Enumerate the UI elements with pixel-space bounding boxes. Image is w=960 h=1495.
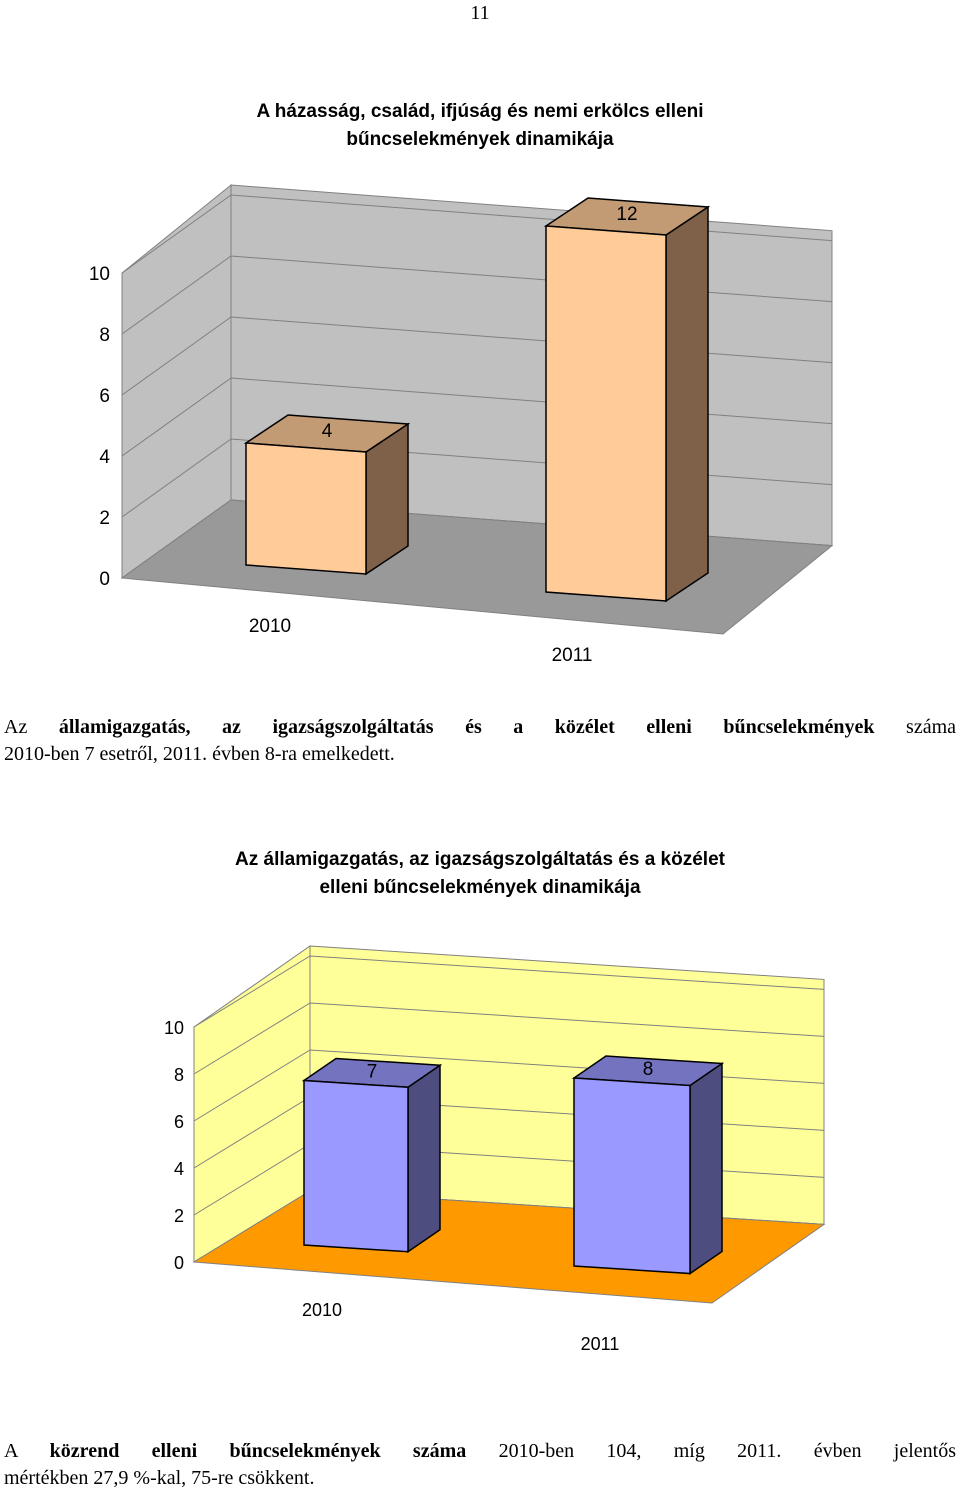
paragraph-2-lead: A: [4, 1440, 18, 1462]
paragraph-1-rest: száma: [906, 716, 957, 738]
page-number: 11: [470, 2, 490, 24]
chart1-plot: 0 2 4 6 8 10 4 2010 12 2011: [89, 183, 834, 666]
chart1-title-line1: A házasság, család, ifjúság és nemi erkö…: [256, 101, 704, 122]
chart1-x-tick-label: 2010: [249, 616, 291, 637]
chart2-y-tick-label: 10: [164, 1018, 184, 1038]
chart2-y-tick-label: 0: [174, 1253, 184, 1273]
chart1-x-tick-label: 2011: [552, 645, 593, 666]
chart2-y-tick-label: 8: [174, 1065, 184, 1085]
paragraph-1-line1: Az államigazgatás, az igazságszolgáltatá…: [4, 714, 956, 741]
chart1-title: A házasság, család, ifjúság és nemi erkö…: [0, 98, 960, 154]
chart2-bar: [303, 1079, 409, 1253]
chart1-y-tick-label: 0: [99, 569, 110, 590]
chart1-y-tick-label: 2: [99, 508, 110, 529]
chart1-bar-side: [665, 205, 709, 603]
chart2-plot: 0 2 4 6 8 10 7 2010 8 2011: [164, 945, 826, 1354]
chart2-y-tick-label: 2: [174, 1206, 184, 1226]
chart1-title-line2: bűncselekmények dinamikája: [346, 129, 614, 150]
chart1-y-tick-label: 8: [99, 325, 110, 346]
chart1-bar: [245, 442, 367, 575]
chart2-y-tick-label: 6: [174, 1112, 184, 1132]
chart2-bar-side: [407, 1063, 441, 1254]
paragraph-1: Az államigazgatás, az igazságszolgáltatá…: [4, 714, 956, 768]
paragraph-2-rest: 2010-ben 104, míg 2011. évben jelentős: [498, 1440, 957, 1462]
chart1-data-label: 12: [616, 204, 637, 225]
paragraph-2-line1: A közrend elleni bűncselekmények száma 2…: [4, 1438, 956, 1465]
chart2-data-label: 7: [367, 1062, 378, 1083]
chart2-title-line1: Az államigazgatás, az igazságszolgáltatá…: [235, 849, 725, 870]
chart2-title-line2: elleni bűncselekmények dinamikája: [319, 877, 641, 898]
paragraph-1-line2: 2010-ben 7 esetről, 2011. évben 8-ra eme…: [4, 743, 395, 765]
chart2-y-tick-label: 4: [174, 1159, 184, 1179]
chart1-data-label: 4: [322, 421, 333, 442]
chart1-y-tick-label: 4: [99, 447, 110, 468]
chart1-y-tick-label: 10: [89, 264, 110, 285]
chart2-x-tick-label: 2011: [581, 1334, 620, 1354]
chart2-gridline: [193, 1002, 825, 1075]
chart2-bar-side: [689, 1062, 723, 1275]
chart2-data-label: 8: [643, 1059, 654, 1080]
chart2-bar: [573, 1077, 691, 1275]
chart1-bar: [545, 225, 667, 602]
chart2-x-tick-label: 2010: [302, 1300, 342, 1320]
paragraph-2: A közrend elleni bűncselekmények száma 2…: [4, 1438, 956, 1492]
paragraph-1-lead: Az: [4, 716, 28, 738]
paragraph-1-bold: államigazgatás, az igazságszolgáltatás é…: [58, 716, 875, 738]
chart2-title: Az államigazgatás, az igazságszolgáltatá…: [0, 846, 960, 902]
paragraph-2-line2: mértékben 27,9 %-kal, 75-re csökkent.: [4, 1467, 315, 1489]
chart2-gridline: [193, 955, 825, 1028]
paragraph-2-bold: közrend elleni bűncselekmények száma: [49, 1440, 467, 1462]
chart1-y-tick-label: 6: [99, 386, 110, 407]
